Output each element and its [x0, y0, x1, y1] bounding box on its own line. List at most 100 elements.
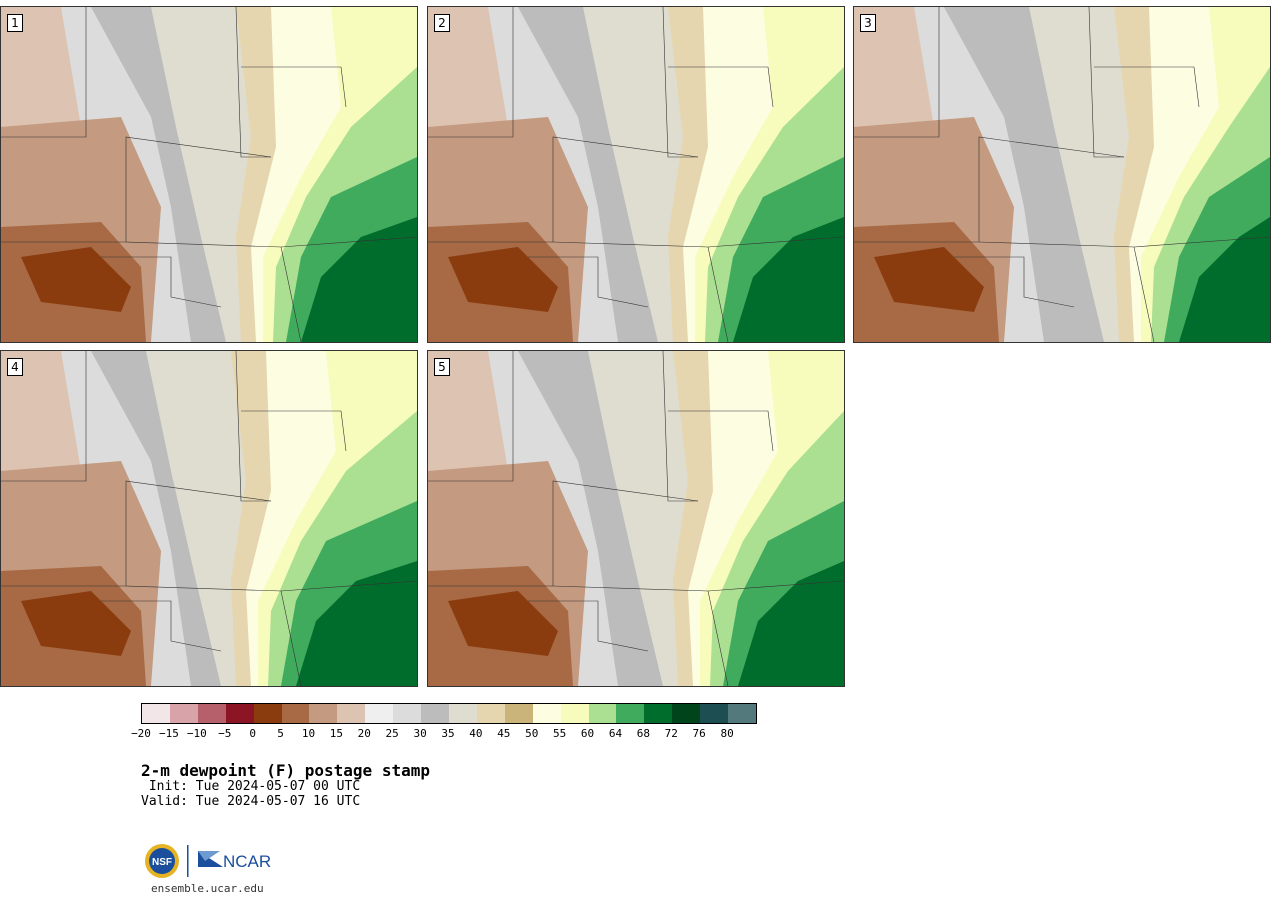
- state-boundary: [1, 136, 272, 243]
- state-boundary: [854, 136, 1125, 243]
- colorbar-cell: [393, 704, 422, 723]
- state-boundary: [528, 256, 649, 308]
- colorbar-cell: [644, 704, 673, 723]
- colorbar-tick-label: −20: [131, 727, 151, 740]
- deepbrown-region: [21, 247, 131, 312]
- colorbar: [141, 703, 757, 724]
- state-boundary: [707, 236, 844, 248]
- colorbar-tick-label: 55: [553, 727, 567, 740]
- panel-label-2: 2: [434, 14, 450, 32]
- state-boundary: [428, 480, 699, 587]
- colorbar-tick-label: 25: [385, 727, 399, 740]
- colorbar-cell: [672, 704, 701, 723]
- state-boundary: [1, 7, 87, 138]
- darkgreen-band: [733, 217, 844, 342]
- colorbar-cell: [476, 704, 505, 723]
- state-boundary: [280, 236, 417, 248]
- colorbar-tick-label: −5: [218, 727, 232, 740]
- state-boundary: [528, 600, 649, 652]
- colorbar-cell: [281, 704, 310, 723]
- state-boundary: [241, 410, 347, 452]
- colorbar-cell: [253, 704, 282, 723]
- colorbar-tick-label: 64: [608, 727, 623, 740]
- deepbrown-region: [874, 247, 984, 312]
- nsf-logo: NSF: [145, 844, 179, 878]
- logos: NSF NCAR: [145, 844, 271, 878]
- state-boundary: [1094, 66, 1200, 108]
- darkgreen-band: [296, 561, 417, 686]
- colorbar-tick-label: 76: [692, 727, 706, 740]
- ncar-logo-text: NCAR: [223, 852, 271, 871]
- darkgreen-band: [738, 561, 844, 686]
- dewpoint-map-4: [1, 351, 417, 686]
- colorbar-cell: [448, 704, 477, 723]
- state-boundary: [1, 480, 272, 587]
- state-boundary: [235, 351, 271, 502]
- colorbar-tick-label: 40: [469, 727, 483, 740]
- colorbar-cell: [728, 704, 756, 723]
- panel-label-5: 5: [434, 358, 450, 376]
- map-panel-1: 1: [0, 6, 418, 343]
- darkgreen-band: [1179, 217, 1270, 342]
- colorbar-cell: [421, 704, 449, 723]
- dewpoint-map-1: [1, 7, 417, 342]
- colorbar-tick-label: 5: [277, 727, 284, 740]
- valid-time: Valid: Tue 2024-05-07 16 UTC: [141, 794, 361, 809]
- dewpoint-map-2: [428, 7, 844, 342]
- state-boundary: [101, 600, 222, 652]
- colorbar-cell: [197, 704, 226, 723]
- colorbar-cell: [616, 704, 645, 723]
- state-boundary: [668, 410, 774, 452]
- colorbar-cell: [169, 704, 198, 723]
- nsf-logo-text: NSF: [152, 857, 172, 868]
- colorbar-cell: [532, 704, 561, 723]
- dewpoint-map-3: [854, 7, 1270, 342]
- colorbar-ticks: −20 −15 −10 −5 0 5 10 15 20 25 30 35 40 45 50 55 60 64 68 7…: [131, 727, 755, 741]
- deepbrown-region: [448, 591, 558, 656]
- map-panel-2: 2: [427, 6, 845, 343]
- chart-title: 2-m dewpoint (F) postage stamp: [141, 761, 430, 780]
- state-boundary: [954, 256, 1075, 308]
- state-boundary: [280, 580, 417, 592]
- colorbar-cell: [588, 704, 617, 723]
- colorbar-tick-label: 0: [249, 727, 256, 740]
- colorbar-tick-label: 10: [301, 727, 316, 740]
- colorbar-cell: [225, 704, 254, 723]
- state-boundary: [1, 351, 87, 482]
- colorbar-cell: [700, 704, 729, 723]
- deepbrown-region: [448, 247, 558, 312]
- panel-label-1: 1: [7, 14, 23, 32]
- state-boundary: [428, 7, 514, 138]
- colorbar-cell: [309, 704, 338, 723]
- colorbar-tick-label: −15: [158, 727, 179, 740]
- colorbar-tick-label: 45: [497, 727, 511, 740]
- state-boundary: [1133, 236, 1270, 248]
- colorbar-cell: [142, 704, 170, 723]
- state-boundary: [662, 7, 698, 158]
- colorbar-tick-label: 20: [357, 727, 371, 740]
- panel-label-3: 3: [860, 14, 876, 32]
- colorbar-tick-label: 68: [636, 727, 650, 740]
- colorbar-cell: [365, 704, 394, 723]
- colorbar-cell: [560, 704, 589, 723]
- state-boundary: [707, 580, 844, 592]
- map-panel-4: 4: [0, 350, 418, 687]
- deepbrown-region: [21, 591, 131, 656]
- state-boundary: [235, 7, 271, 158]
- website-url: ensemble.ucar.edu: [151, 882, 264, 895]
- state-boundary: [1088, 7, 1124, 158]
- dewpoint-map-5: [428, 351, 844, 686]
- colorbar-tick-label: 72: [664, 727, 678, 740]
- state-boundary: [668, 66, 774, 108]
- map-panel-3: 3: [853, 6, 1271, 343]
- state-boundary: [428, 351, 514, 482]
- colorbar-tick-label: 35: [441, 727, 455, 740]
- state-boundary: [854, 7, 940, 138]
- panel-label-4: 4: [7, 358, 23, 376]
- state-boundary: [241, 66, 347, 108]
- colorbar-tick-label: 15: [329, 727, 343, 740]
- colorbar-tick-label: −10: [186, 727, 207, 740]
- colorbar-tick-label: 80: [720, 727, 734, 740]
- map-panel-5: 5: [427, 350, 845, 687]
- darkgreen-band: [301, 217, 417, 342]
